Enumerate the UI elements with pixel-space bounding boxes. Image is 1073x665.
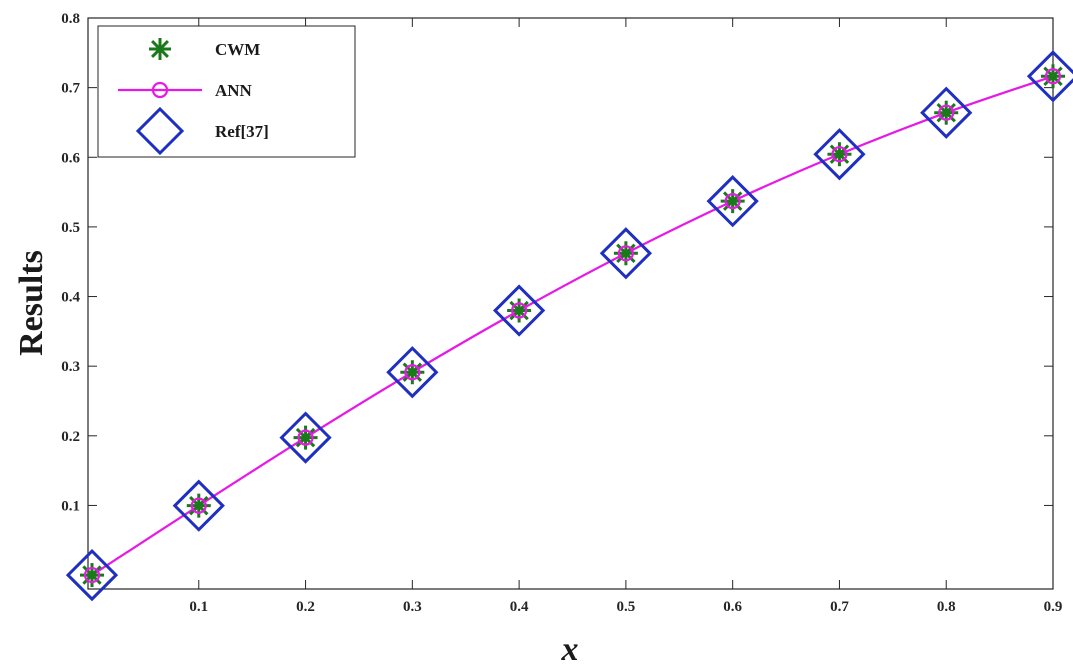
ref37-point: [1026, 50, 1073, 103]
ref37-point: [599, 227, 653, 280]
x-axis-title: x: [561, 631, 579, 665]
x-tick-label: 0.8: [937, 599, 956, 615]
x-tick-label: 0.2: [296, 599, 315, 615]
y-tick-label: 0.5: [61, 220, 80, 236]
ref37-point: [279, 411, 332, 464]
ann-point: [617, 245, 634, 262]
cwm-marker-stroke: [509, 300, 529, 321]
ann-point: [404, 364, 421, 381]
ref37-point: [386, 346, 439, 399]
x-tick-label: 0.7: [830, 599, 849, 615]
x-tick-label: 0.1: [189, 599, 208, 615]
x-axis: 0.1 0.2 0.3 0.4 0.5 0.6 0.7 0.8 0.9: [189, 18, 1062, 615]
ann-point: [831, 146, 848, 163]
ann-point: [1044, 68, 1062, 85]
ann-point: [511, 302, 528, 319]
ann-line-layer: [91, 75, 1054, 576]
y-tick-label: 0.6: [61, 150, 80, 166]
cwm-marker-stroke: [82, 565, 102, 585]
y-axis-title: Results: [13, 250, 50, 356]
x-tick-label: 0.3: [403, 599, 422, 615]
cwm-marker-stroke: [402, 362, 423, 382]
cwm-marker-stroke: [1043, 66, 1063, 86]
legend-ann-marker: [151, 81, 169, 99]
legend-ref37-marker: [135, 106, 185, 156]
ann-point: [190, 497, 207, 514]
cwm-point: [80, 563, 104, 588]
cwm-point: [186, 493, 211, 518]
cwm-point: [507, 298, 532, 323]
ann-series-line: [91, 75, 1054, 576]
ann-point: [83, 566, 101, 584]
cwm-marker-stroke: [189, 495, 209, 516]
markers-layer: [65, 50, 1073, 602]
cwm-point: [934, 100, 959, 125]
legend-label-cwm: CWM: [215, 40, 260, 59]
x-tick-label: 0.5: [617, 599, 636, 615]
x-tick-label: 0.4: [510, 599, 529, 615]
x-tick-label: 0.9: [1044, 599, 1063, 615]
legend-label-ann: ANN: [215, 81, 253, 100]
legend-label-ref37: Ref[37]: [215, 122, 269, 141]
cwm-marker-stroke: [722, 191, 743, 211]
legend: CWM ANN Ref[37]: [97, 25, 356, 158]
y-tick-label: 0.4: [61, 290, 80, 306]
cwm-point: [720, 189, 745, 214]
ann-point: [938, 104, 955, 121]
ref37-point: [813, 128, 866, 181]
y-tick-label: 0.3: [61, 359, 80, 375]
y-axis: 0.1 0.2 0.3 0.4 0.5 0.6 0.7 0.8: [61, 11, 1053, 514]
y-tick-label: 0.7: [61, 81, 80, 97]
cwm-marker-stroke: [295, 427, 316, 448]
y-tick-label: 0.8: [61, 11, 80, 27]
ref37-point: [706, 175, 759, 228]
y-tick-label: 0.2: [61, 429, 80, 445]
cwm-marker-stroke: [151, 40, 169, 58]
legend-cwm-marker: [149, 38, 171, 60]
cwm-marker-stroke: [616, 243, 636, 263]
ann-point: [724, 193, 741, 210]
ann-point: [297, 429, 314, 446]
y-tick-label: 0.1: [61, 498, 80, 514]
cwm-point: [400, 360, 425, 385]
ref37-point: [492, 284, 546, 337]
ref37-point: [65, 548, 119, 602]
cwm-point: [827, 142, 852, 167]
cwm-marker-stroke: [829, 144, 850, 164]
ref37-point: [920, 86, 973, 139]
cwm-point: [1041, 64, 1065, 89]
cwm-point: [293, 425, 318, 450]
x-tick-label: 0.6: [723, 599, 742, 615]
ref37-point: [172, 479, 225, 532]
cwm-point: [613, 241, 638, 266]
cwm-marker-stroke: [936, 103, 956, 123]
